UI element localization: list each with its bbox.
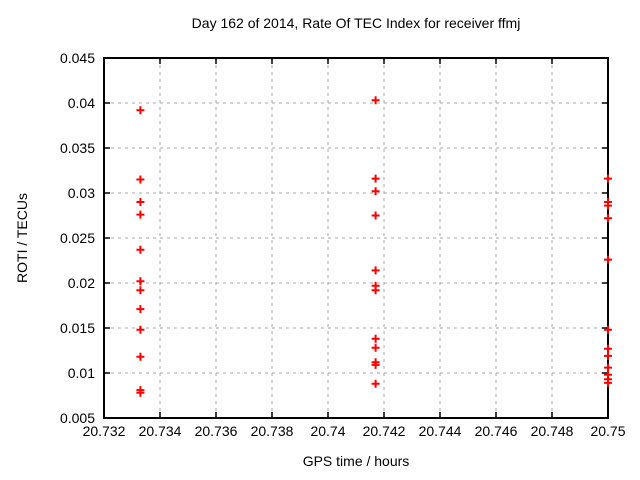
data-point-marker xyxy=(136,388,145,397)
data-point-marker xyxy=(136,352,145,361)
x-axis-label: GPS time / hours xyxy=(302,453,410,469)
data-point-marker xyxy=(604,378,612,387)
y-axis-label: ROTI / TECUs xyxy=(14,193,30,283)
y-tick-label: 0.015 xyxy=(60,320,95,336)
x-tick-label: 20.736 xyxy=(195,423,238,439)
y-tick-label: 0.035 xyxy=(60,140,95,156)
data-point-marker xyxy=(371,286,380,295)
y-tick-label: 0.04 xyxy=(68,95,95,111)
y-tick-label: 0.02 xyxy=(68,275,95,291)
x-tick-label: 20.75 xyxy=(590,423,625,439)
data-point-marker xyxy=(371,174,380,183)
data-point-marker xyxy=(604,255,612,264)
data-point-marker xyxy=(136,106,145,115)
data-point-marker xyxy=(604,344,612,353)
x-tick-label: 20.734 xyxy=(139,423,182,439)
data-point-marker xyxy=(604,351,612,360)
x-tick-label: 20.738 xyxy=(251,423,294,439)
data-point-marker xyxy=(136,175,145,184)
x-tick-label: 20.748 xyxy=(531,423,574,439)
data-point-marker xyxy=(136,198,145,206)
data-point-marker xyxy=(604,363,612,372)
data-point-marker xyxy=(371,360,380,369)
data-point-marker xyxy=(136,286,145,295)
data-point-marker xyxy=(371,211,380,220)
data-point-marker xyxy=(371,96,380,105)
y-tick-label: 0.025 xyxy=(60,230,95,246)
data-point-marker xyxy=(136,245,145,254)
data-point-marker xyxy=(604,325,612,334)
y-tick-label: 0.045 xyxy=(60,50,95,66)
data-point-marker xyxy=(136,305,145,314)
data-point-marker xyxy=(136,325,145,334)
x-tick-label: 20.742 xyxy=(363,423,406,439)
y-tick-label: 0.01 xyxy=(68,365,95,381)
x-tick-label: 20.744 xyxy=(419,423,462,439)
x-tick-label: 20.74 xyxy=(310,423,345,439)
y-tick-label: 0.03 xyxy=(68,185,95,201)
data-point-marker xyxy=(371,334,380,343)
data-point-marker xyxy=(371,343,380,352)
x-tick-label: 20.732 xyxy=(83,423,126,439)
y-tick-label: 0.005 xyxy=(60,410,95,426)
data-point-marker xyxy=(371,379,380,388)
data-point-marker xyxy=(371,266,380,275)
data-point-marker xyxy=(604,201,612,210)
data-point-marker xyxy=(136,210,145,219)
data-point-marker xyxy=(371,187,380,196)
data-point-marker xyxy=(136,277,145,286)
x-tick-label: 20.746 xyxy=(475,423,518,439)
data-point-marker xyxy=(604,174,612,183)
chart-title: Day 162 of 2014, Rate Of TEC Index for r… xyxy=(191,15,521,31)
data-point-marker xyxy=(604,214,612,223)
